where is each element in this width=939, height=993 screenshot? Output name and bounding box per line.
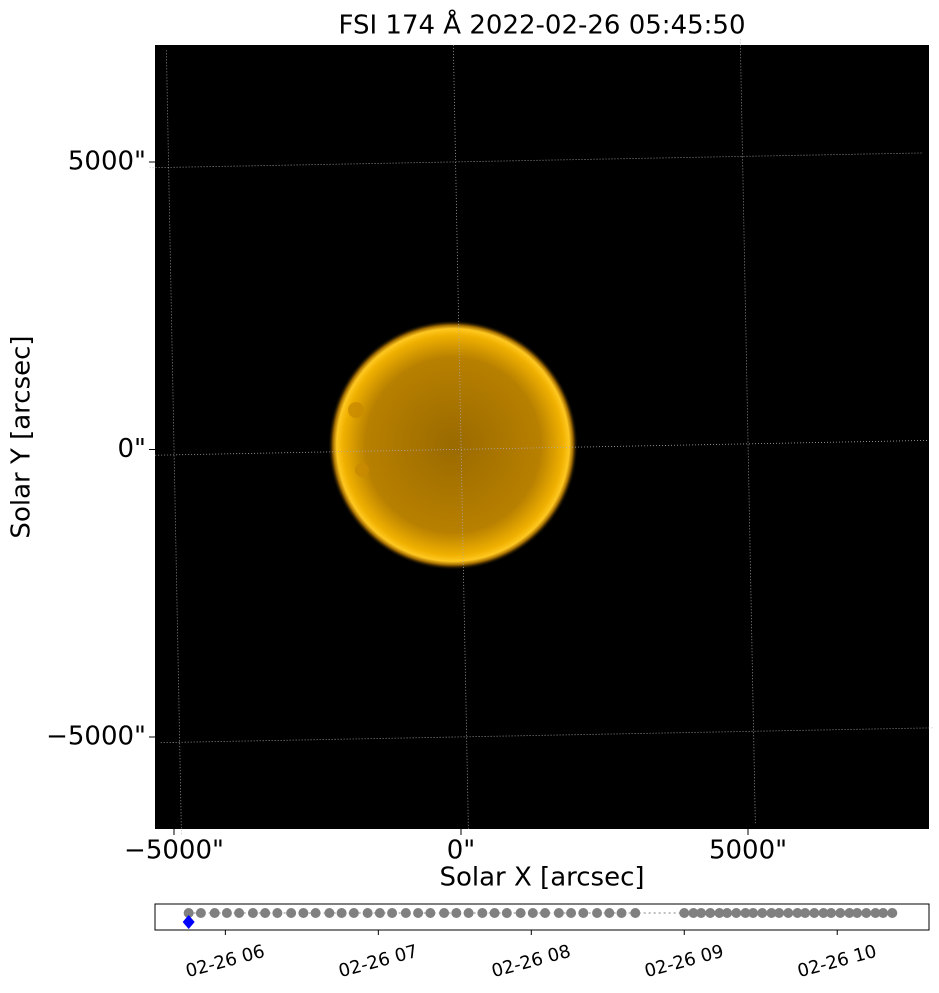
time-point xyxy=(748,908,759,918)
time-point xyxy=(809,908,820,918)
time-point xyxy=(630,908,641,918)
x-tick-label: 5000" xyxy=(709,836,787,866)
time-point xyxy=(766,908,777,918)
time-point xyxy=(439,908,450,918)
x-tick-label: 02-26 08 xyxy=(489,941,573,982)
time-point xyxy=(298,908,309,918)
x-tick-label: 02-26 06 xyxy=(183,941,267,982)
time-point xyxy=(540,908,551,918)
time-point xyxy=(688,908,699,918)
time-point xyxy=(501,908,512,918)
time-point xyxy=(387,908,398,918)
y-tick-label: 0" xyxy=(117,434,146,464)
main-axes: FSI 174 Å 2022-02-26 05:45:50 Solar X [ar… xyxy=(7,9,937,893)
time-point xyxy=(679,908,690,918)
time-point xyxy=(209,908,220,918)
time-point xyxy=(740,908,751,918)
current-frame-marker xyxy=(182,915,195,929)
chart-title: FSI 174 Å 2022-02-26 05:45:50 xyxy=(338,9,745,41)
prominence xyxy=(348,402,364,418)
grid xyxy=(147,35,937,835)
time-point xyxy=(783,908,794,918)
grid-line xyxy=(147,438,937,457)
time-point xyxy=(800,908,811,918)
grid-line xyxy=(147,726,937,745)
time-point xyxy=(247,908,258,918)
time-point xyxy=(861,908,872,918)
time-point xyxy=(400,908,411,918)
time-point xyxy=(852,908,863,918)
y-tick-label: 5000" xyxy=(68,147,146,177)
time-point xyxy=(272,908,283,918)
time-point xyxy=(604,908,615,918)
x-tick-label: −5000" xyxy=(124,836,224,866)
time-point xyxy=(578,908,589,918)
time-point xyxy=(477,908,488,918)
time-point xyxy=(844,908,855,918)
time-point xyxy=(878,908,889,918)
time-point xyxy=(451,908,462,918)
time-point xyxy=(489,908,500,918)
time-point xyxy=(553,908,564,918)
grid-line xyxy=(147,151,937,170)
time-point xyxy=(310,908,321,918)
time-point xyxy=(714,908,725,918)
time-point xyxy=(221,908,232,918)
time-point xyxy=(592,908,603,918)
time-point xyxy=(336,908,347,918)
time-point xyxy=(696,908,707,918)
x-tick-label: 02-26 07 xyxy=(336,941,420,982)
time-point xyxy=(835,908,846,918)
time-point xyxy=(870,908,881,918)
time-point xyxy=(566,908,577,918)
x-tick-label: 02-26 09 xyxy=(642,941,726,982)
x-axis-label: Solar X [arcsec] xyxy=(439,863,644,893)
time-point xyxy=(463,908,474,918)
time-point xyxy=(705,908,716,918)
time-point xyxy=(260,908,271,918)
time-point xyxy=(324,908,335,918)
time-point xyxy=(818,908,829,918)
grid-line xyxy=(451,35,470,835)
time-point xyxy=(348,908,359,918)
y-tick-label: −5000" xyxy=(46,722,146,752)
time-point xyxy=(722,908,733,918)
time-point xyxy=(515,908,526,918)
time-point xyxy=(286,908,297,918)
sun-image xyxy=(328,320,578,570)
time-point xyxy=(616,908,627,918)
time-point xyxy=(362,908,373,918)
grid-line xyxy=(738,35,757,835)
x-tick-label: 0" xyxy=(447,836,476,866)
y-axis-label: Solar Y [arcsec] xyxy=(7,335,37,538)
time-point xyxy=(234,908,245,918)
time-point xyxy=(183,908,194,918)
sun-disk xyxy=(328,320,578,570)
time-point xyxy=(527,908,538,918)
time-point xyxy=(425,908,436,918)
timeline-frame xyxy=(154,903,930,931)
time-point xyxy=(374,908,385,918)
time-point xyxy=(826,908,837,918)
time-point xyxy=(792,908,803,918)
time-point xyxy=(413,908,424,918)
prominence xyxy=(355,463,369,477)
time-point xyxy=(195,908,206,918)
grid-line xyxy=(164,35,183,835)
time-point xyxy=(731,908,742,918)
timeline-axes: 02-26 06 02-26 07 02-26 08 02-26 09 02-26 10 xyxy=(182,908,898,982)
x-tick-label: 02-26 10 xyxy=(795,941,879,982)
time-point xyxy=(774,908,785,918)
time-point xyxy=(757,908,768,918)
time-point xyxy=(887,908,898,918)
